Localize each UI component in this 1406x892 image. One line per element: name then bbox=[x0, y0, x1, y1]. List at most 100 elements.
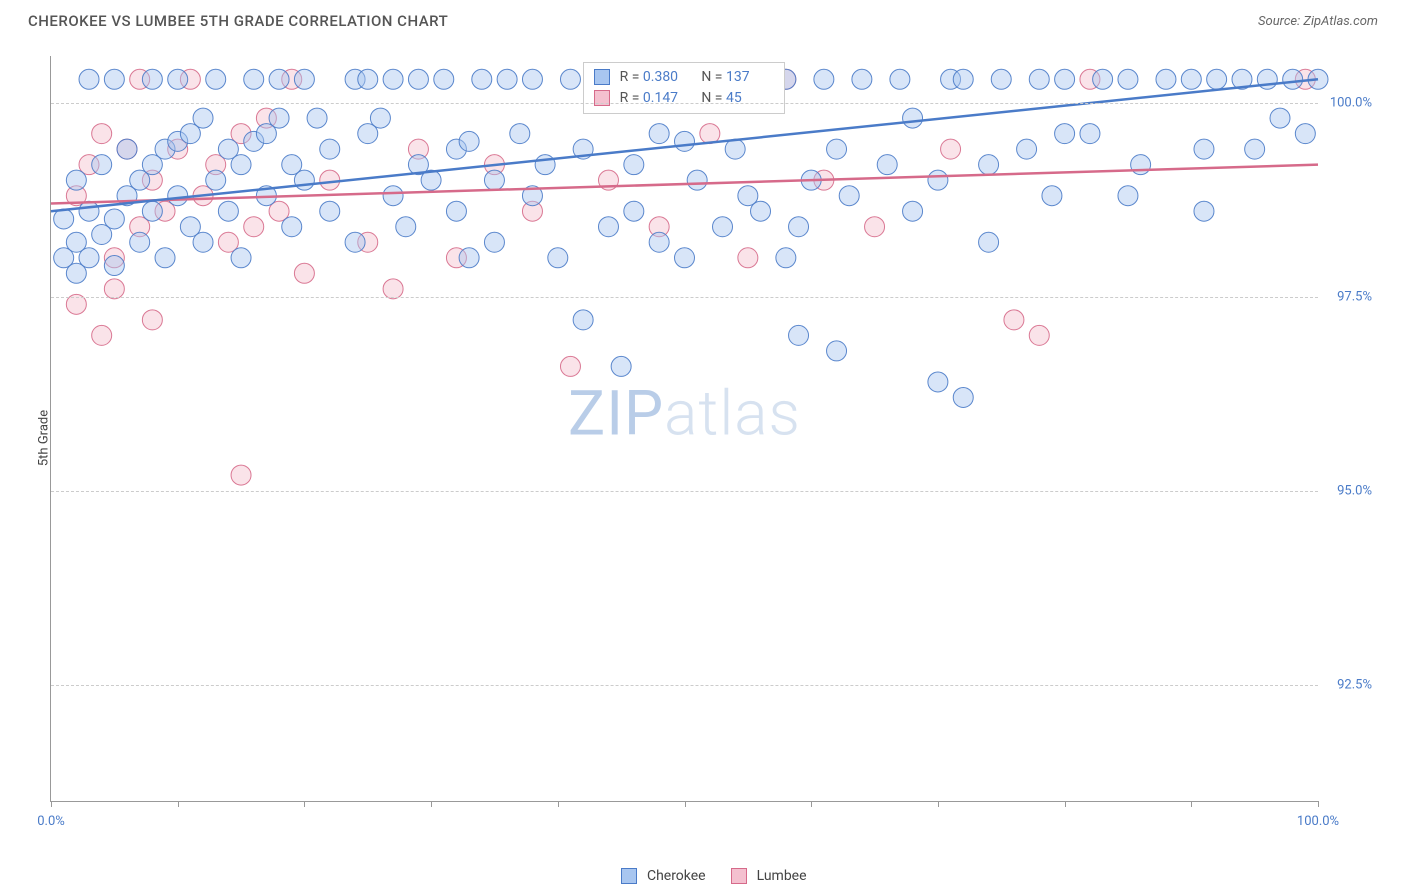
data-point bbox=[789, 217, 809, 237]
n-label: N = bbox=[701, 69, 722, 85]
data-point bbox=[320, 139, 340, 159]
data-point bbox=[953, 69, 973, 89]
source-label: Source: ZipAtlas.com bbox=[1258, 14, 1378, 29]
x-tick bbox=[178, 801, 179, 807]
data-point bbox=[193, 108, 213, 128]
data-point bbox=[320, 201, 340, 221]
data-point bbox=[1283, 69, 1303, 89]
data-point bbox=[700, 124, 720, 144]
data-point bbox=[510, 124, 530, 144]
data-point bbox=[408, 69, 428, 89]
data-point bbox=[294, 263, 314, 283]
data-point bbox=[231, 248, 251, 268]
data-point bbox=[548, 248, 568, 268]
data-point bbox=[155, 248, 175, 268]
data-point bbox=[1207, 69, 1227, 89]
data-point bbox=[294, 170, 314, 190]
chart-title: CHEROKEE VS LUMBEE 5TH GRADE CORRELATION… bbox=[28, 12, 448, 30]
data-point bbox=[903, 108, 923, 128]
data-point bbox=[54, 209, 74, 229]
data-point bbox=[142, 201, 162, 221]
data-point bbox=[269, 108, 289, 128]
x-tick-label: 0.0% bbox=[37, 814, 65, 829]
data-point bbox=[396, 217, 416, 237]
data-point bbox=[1118, 186, 1138, 206]
data-point bbox=[852, 69, 872, 89]
x-tick bbox=[51, 801, 52, 807]
data-point bbox=[383, 186, 403, 206]
data-point bbox=[573, 310, 593, 330]
data-point bbox=[560, 69, 580, 89]
lumbee-r-value: 0.147 bbox=[643, 88, 691, 109]
data-point bbox=[66, 170, 86, 190]
x-tick bbox=[1065, 801, 1066, 807]
data-point bbox=[953, 387, 973, 407]
data-point bbox=[484, 170, 504, 190]
data-point bbox=[345, 232, 365, 252]
data-point bbox=[104, 209, 124, 229]
data-point bbox=[370, 108, 390, 128]
data-point bbox=[206, 69, 226, 89]
data-point bbox=[1017, 139, 1037, 159]
data-point bbox=[979, 155, 999, 175]
data-point bbox=[675, 131, 695, 151]
y-tick-label: 92.5% bbox=[1337, 677, 1372, 692]
data-point bbox=[649, 124, 669, 144]
data-point bbox=[92, 325, 112, 345]
data-point bbox=[1055, 124, 1075, 144]
cherokee-n-value: 137 bbox=[726, 67, 774, 88]
data-point bbox=[687, 170, 707, 190]
lumbee-n-value: 45 bbox=[726, 88, 774, 109]
data-point bbox=[535, 155, 555, 175]
data-point bbox=[1093, 69, 1113, 89]
data-point bbox=[1295, 124, 1315, 144]
data-point bbox=[789, 325, 809, 345]
x-tick bbox=[811, 801, 812, 807]
data-point bbox=[497, 69, 517, 89]
data-point bbox=[877, 155, 897, 175]
data-point bbox=[675, 248, 695, 268]
data-point bbox=[560, 356, 580, 376]
data-point bbox=[1004, 310, 1024, 330]
data-point bbox=[231, 465, 251, 485]
data-point bbox=[624, 201, 644, 221]
data-point bbox=[104, 69, 124, 89]
x-tick bbox=[304, 801, 305, 807]
data-point bbox=[865, 217, 885, 237]
data-point bbox=[991, 69, 1011, 89]
data-point bbox=[1029, 325, 1049, 345]
cherokee-swatch-icon bbox=[594, 69, 610, 85]
stats-row-lumbee: R = 0.147 N = 45 bbox=[594, 88, 774, 109]
legend-cherokee-swatch-icon bbox=[621, 868, 637, 884]
stats-row-cherokee: R = 0.380 N = 137 bbox=[594, 67, 774, 88]
chart-container: 5th Grade ZIPatlas R = 0.380 N = 137 R =… bbox=[50, 44, 1378, 832]
data-point bbox=[383, 69, 403, 89]
r-label: R = bbox=[620, 69, 640, 85]
data-point bbox=[827, 139, 847, 159]
data-point bbox=[459, 248, 479, 268]
gridline-h bbox=[51, 103, 1318, 104]
cherokee-r-value: 0.380 bbox=[643, 67, 691, 88]
data-point bbox=[941, 139, 961, 159]
gridline-h bbox=[51, 491, 1318, 492]
data-point bbox=[611, 356, 631, 376]
data-point bbox=[218, 201, 238, 221]
data-point bbox=[92, 155, 112, 175]
x-tick-label: 100.0% bbox=[1297, 814, 1339, 829]
data-point bbox=[814, 69, 834, 89]
x-tick bbox=[431, 801, 432, 807]
data-point bbox=[434, 69, 454, 89]
data-point bbox=[928, 372, 948, 392]
data-point bbox=[231, 155, 251, 175]
data-point bbox=[142, 69, 162, 89]
data-point bbox=[1080, 124, 1100, 144]
n-label: N = bbox=[701, 90, 722, 106]
data-point bbox=[738, 248, 758, 268]
data-point bbox=[92, 124, 112, 144]
data-point bbox=[206, 170, 226, 190]
data-point bbox=[979, 232, 999, 252]
data-point bbox=[1118, 69, 1138, 89]
stats-box: R = 0.380 N = 137 R = 0.147 N = 45 bbox=[583, 62, 785, 114]
lumbee-swatch-icon bbox=[594, 90, 610, 106]
data-point bbox=[459, 131, 479, 151]
